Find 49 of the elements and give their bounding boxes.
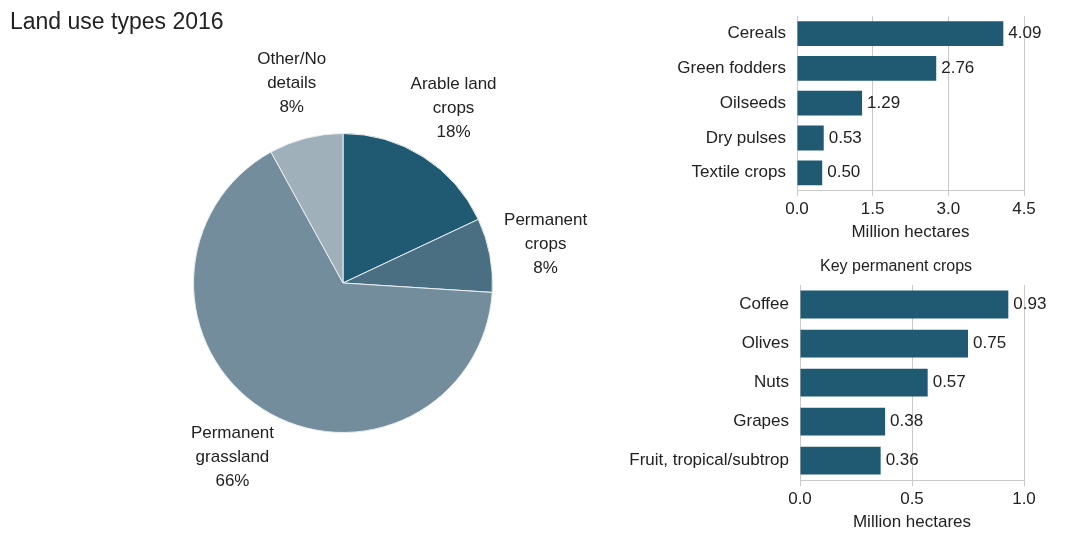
bar	[797, 21, 1004, 46]
data-label: 1.29	[867, 92, 901, 112]
y-tick-label: Cereals	[727, 23, 786, 43]
y-tick-label: Fruit, tropical/subtrop	[629, 450, 789, 470]
bar	[800, 290, 1009, 319]
bar	[797, 125, 824, 151]
data-label: 4.09	[1008, 23, 1042, 43]
y-tick-label: Oilseeds	[719, 92, 786, 112]
bar	[797, 90, 863, 116]
data-label: 0.75	[973, 333, 1007, 353]
data-label: 0.36	[885, 450, 919, 470]
bar	[797, 56, 937, 81]
data-label: 0.38	[890, 411, 924, 431]
y-tick-label: Textile crops	[691, 162, 786, 182]
x-axis-title: Million hectares	[851, 222, 970, 242]
slice-label: Permanent crops	[504, 210, 588, 254]
x-tick-label: 4.5	[1012, 199, 1036, 219]
data-label: 0.50	[827, 162, 861, 182]
bar	[800, 446, 881, 475]
data-label: 8%	[279, 96, 304, 116]
data-label: 66%	[215, 470, 250, 490]
x-tick-label: 0.5	[900, 489, 924, 509]
x-tick-label: 1.5	[860, 199, 885, 219]
y-tick-label: Coffee	[739, 294, 789, 314]
bar	[800, 368, 928, 397]
y-tick-label: Green fodders	[677, 58, 786, 78]
bar	[797, 160, 823, 186]
data-label: 2.76	[941, 58, 975, 78]
slice-label: Permanent grassland	[190, 422, 275, 466]
chart-title: Key permanent crops	[820, 257, 973, 275]
data-label: 0.53	[828, 127, 862, 147]
data-label: 0.93	[1013, 294, 1047, 314]
y-tick-label: Grapes	[733, 411, 789, 431]
x-tick-label: 1.0	[1012, 489, 1036, 509]
y-tick-label: Nuts	[754, 372, 789, 392]
bar	[800, 329, 968, 358]
x-tick-label: 0.0	[785, 199, 809, 219]
chart-title: Land use types 2016	[10, 8, 224, 35]
y-tick-label: Dry pulses	[705, 127, 786, 147]
slice-label: Other/No details	[257, 48, 327, 92]
y-tick-label: Olives	[741, 333, 789, 353]
x-axis-title: Million hectares	[852, 512, 972, 532]
data-label: 18%	[436, 122, 471, 142]
x-tick-label: 3.0	[936, 199, 961, 219]
data-label: 0.57	[932, 372, 966, 392]
slice-label: Arable land crops	[410, 74, 497, 118]
bar	[800, 407, 886, 436]
data-label: 8%	[533, 258, 558, 278]
x-tick-label: 0.0	[788, 489, 812, 509]
